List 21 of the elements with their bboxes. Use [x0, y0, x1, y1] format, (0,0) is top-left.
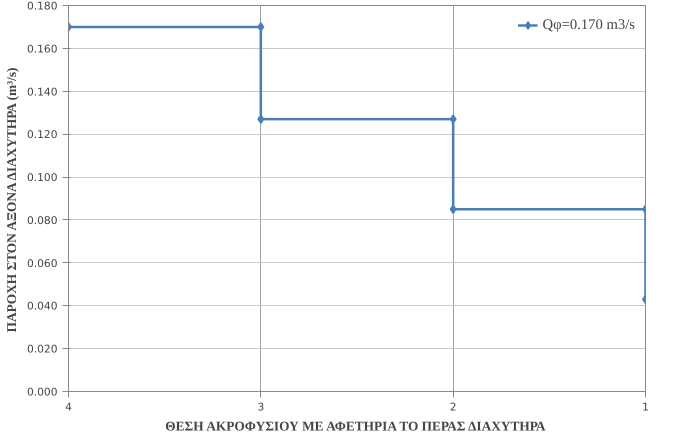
point	[257, 114, 264, 124]
y-tick-label: 0.000	[26, 386, 58, 398]
y-tick-label: 0.040	[26, 300, 58, 313]
point	[257, 22, 264, 32]
x-tick-label: 2	[450, 400, 457, 414]
x-tick-label: 3	[257, 400, 264, 414]
y-tick-label: 0.060	[26, 256, 58, 270]
x-tick-label: 4	[65, 400, 72, 414]
legend-label: Qφ=0.170 m3/s	[542, 16, 635, 34]
y-tick-label: 0.180	[26, 0, 58, 12]
y-tick-label: 0.080	[26, 214, 58, 227]
x-tick-label: 1	[642, 400, 649, 414]
point	[450, 204, 457, 214]
y-tick-label: 0.020	[26, 342, 58, 356]
y-tick-label: 0.120	[26, 128, 58, 142]
y-tick-label: 0.100	[26, 171, 58, 184]
y-axis-title: ΠΑΡΟΧΗ ΣΤΟΝ ΑΞΟΝΑ ΔΙΑΧΥΤΗΡΑ (m³/s)	[4, 68, 19, 332]
point	[450, 114, 457, 124]
y-tick-label: 0.160	[26, 42, 58, 56]
x-axis-title: ΘΕΣΗ ΑΚΡΟΦΥΣΙΟΥ ΜΕ ΑΦΕΤΗΡΙΑ ΤΟ ΠΕΡΑΣ ΔΙΑΧΥΤΗΡΑ	[165, 418, 546, 434]
y-tick-label: 0.140	[26, 85, 58, 98]
